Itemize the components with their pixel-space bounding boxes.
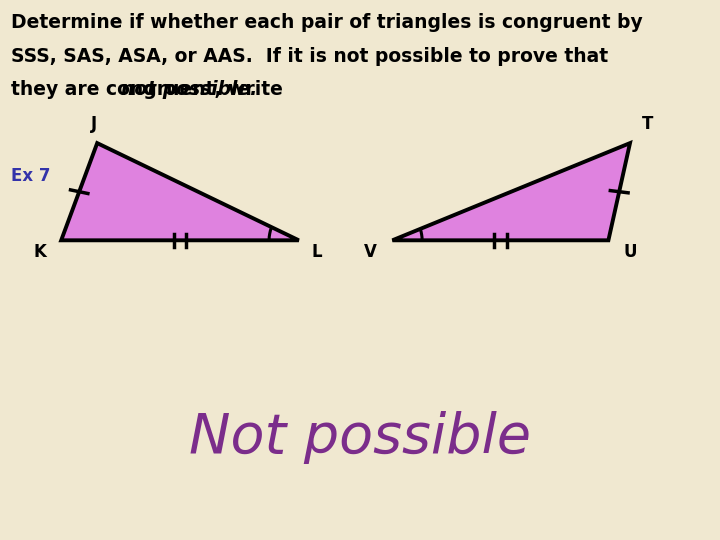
Polygon shape — [61, 143, 299, 240]
Text: they are congruent, write: they are congruent, write — [11, 80, 289, 99]
Text: V: V — [364, 243, 377, 261]
Text: U: U — [624, 243, 636, 261]
Text: SSS, SAS, ASA, or AAS.  If it is not possible to prove that: SSS, SAS, ASA, or AAS. If it is not poss… — [11, 47, 608, 66]
Text: J: J — [91, 116, 96, 133]
Text: not possible.: not possible. — [121, 80, 258, 99]
Text: K: K — [33, 243, 46, 261]
Text: Determine if whether each pair of triangles is congruent by: Determine if whether each pair of triang… — [11, 14, 642, 32]
Text: Not possible: Not possible — [189, 411, 531, 464]
Text: Ex 7: Ex 7 — [11, 167, 50, 185]
Text: L: L — [312, 243, 322, 261]
Polygon shape — [392, 143, 630, 240]
Text: T: T — [642, 116, 654, 133]
